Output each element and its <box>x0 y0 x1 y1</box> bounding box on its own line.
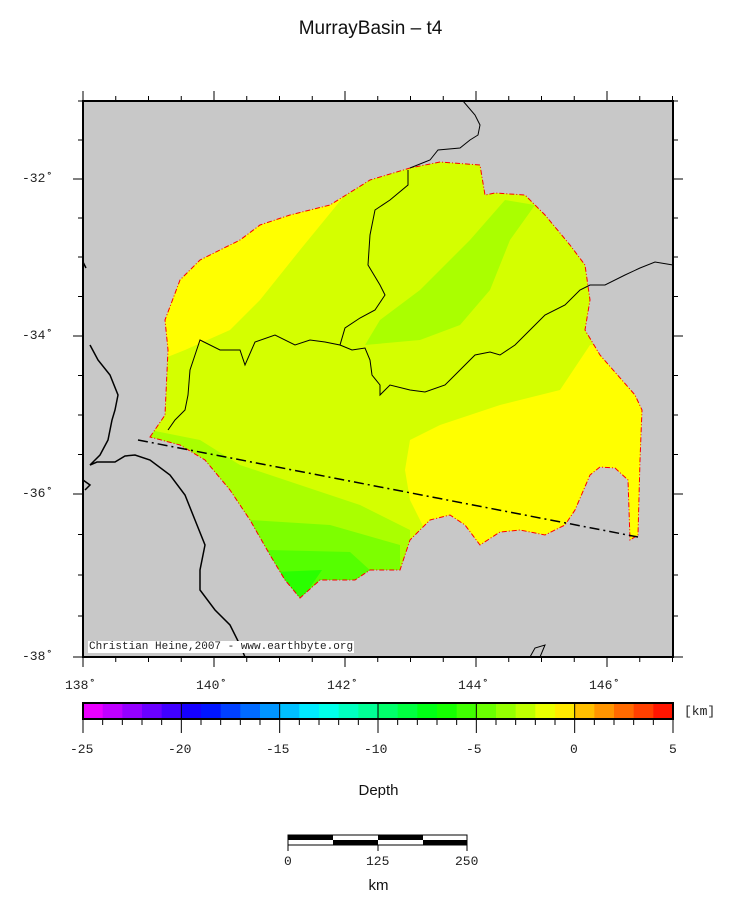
colorbar-swatch <box>279 703 300 719</box>
colorbar-swatch <box>319 703 340 719</box>
colorbar-swatch <box>515 703 536 719</box>
colorbar-swatch <box>260 703 281 719</box>
colorbar-tick--20: -20 <box>168 742 192 757</box>
colorbar-tick--10: -10 <box>364 742 388 757</box>
coastlines-borders <box>82 100 674 658</box>
scale-bar <box>287 834 468 851</box>
lat-label-38: -38˚ <box>22 649 54 664</box>
lon-label-142: 142˚ <box>327 678 359 693</box>
map-ticks <box>73 91 683 667</box>
colorbar-swatch <box>338 703 359 719</box>
colorbar-swatch <box>476 703 497 719</box>
colorbar-swatch <box>614 703 635 719</box>
colorbar-swatch <box>555 703 576 719</box>
colorbar-tick-5: 5 <box>669 742 677 757</box>
colorbar-swatch <box>535 703 556 719</box>
colorbar-swatch <box>397 703 418 719</box>
colorbar-swatch <box>437 703 458 719</box>
colorbar-swatch <box>594 703 615 719</box>
scalebar-label-0: 0 <box>284 854 292 869</box>
colorbar-swatch <box>220 703 241 719</box>
credit-label: Christian Heine,2007 - www.earthbyte.org <box>88 641 355 653</box>
colorbar-swatch <box>122 703 143 719</box>
colorbar-swatch <box>456 703 477 719</box>
colorbar-tick--5: -5 <box>466 742 482 757</box>
colorbar-swatch <box>201 703 222 719</box>
scalebar-unit: km <box>368 877 389 894</box>
colorbar-swatch <box>653 703 674 719</box>
colorbar-swatch <box>417 703 438 719</box>
colorbar-label: Depth <box>358 782 399 799</box>
colorbar-swatch <box>574 703 595 719</box>
colorbar-tick-0: 0 <box>570 742 578 757</box>
colorbar-swatch <box>358 703 379 719</box>
scalebar-label-250: 250 <box>455 854 479 869</box>
colorbar-swatch <box>496 703 517 719</box>
colorbar-swatch <box>102 703 123 719</box>
colorbar-swatch <box>633 703 654 719</box>
colorbar-swatch <box>240 703 261 719</box>
colorbar-swatch <box>378 703 399 719</box>
lon-label-144: 144˚ <box>458 678 490 693</box>
map-title: MurrayBasin – t4 <box>298 18 443 39</box>
lon-label-140: 140˚ <box>196 678 228 693</box>
lat-label-32: -32˚ <box>22 171 54 186</box>
lat-label-36: -36˚ <box>22 486 54 501</box>
colorbar-swatch <box>161 703 182 719</box>
colorbar-tick--15: -15 <box>266 742 290 757</box>
lon-label-138: 138˚ <box>65 678 97 693</box>
lat-label-34: -34˚ <box>22 328 54 343</box>
colorbar-swatch <box>142 703 163 719</box>
colorbar-swatch <box>83 703 104 719</box>
depth-zone-deepest <box>275 570 322 598</box>
colorbar-swatch <box>181 703 202 719</box>
depth-zone-ne <box>365 200 535 345</box>
scalebar-label-125: 125 <box>366 854 390 869</box>
colorbar-unit: [km] <box>684 704 716 719</box>
colorbar-tick--25: -25 <box>70 742 94 757</box>
lon-label-146: 146˚ <box>589 678 621 693</box>
colorbar[interactable] <box>82 702 674 733</box>
colorbar-swatch <box>299 703 320 719</box>
